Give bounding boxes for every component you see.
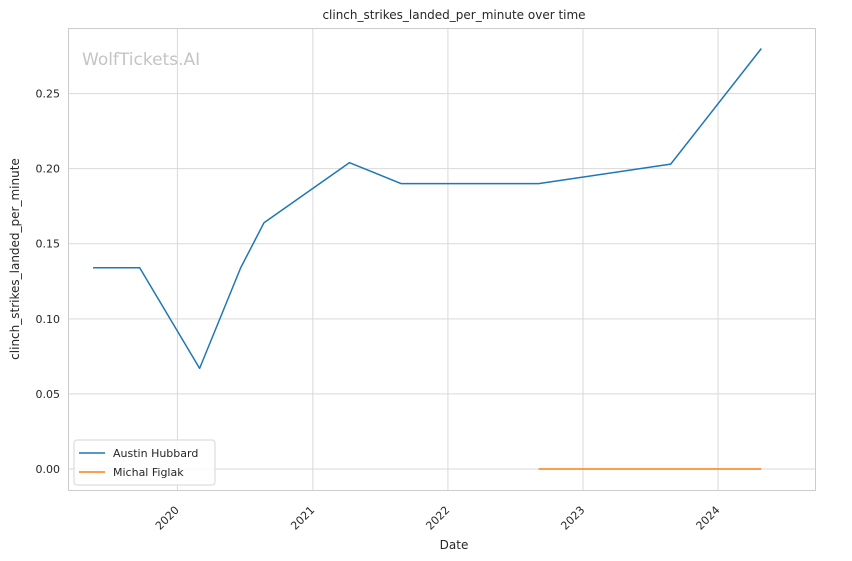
plot-frame xyxy=(68,28,816,491)
watermark: WolfTickets.AI xyxy=(82,50,200,70)
y-tick-label: 0.10 xyxy=(36,313,61,326)
series-lines xyxy=(93,48,762,470)
legend-label-michal-figlak: Michal Figlak xyxy=(113,466,184,479)
y-tick-label: 0.05 xyxy=(36,388,61,401)
chart-title: clinch_strikes_landed_per_minute over ti… xyxy=(322,8,585,22)
x-axis-label: Date xyxy=(440,538,469,552)
series-line-austin-hubbard xyxy=(93,48,762,370)
legend-box xyxy=(73,439,216,486)
y-tick-label: 0.15 xyxy=(36,238,61,251)
y-axis-label: clinch_strikes_landed_per_minute xyxy=(8,158,22,360)
legend: Austin Hubbard Michal Figlak xyxy=(73,439,216,486)
y-tick-label: 0.20 xyxy=(36,163,61,176)
legend-label-austin-hubbard: Austin Hubbard xyxy=(113,447,198,460)
grid xyxy=(69,29,815,490)
y-tick-label: 0.00 xyxy=(36,463,61,476)
y-tick-label: 0.25 xyxy=(36,88,61,101)
